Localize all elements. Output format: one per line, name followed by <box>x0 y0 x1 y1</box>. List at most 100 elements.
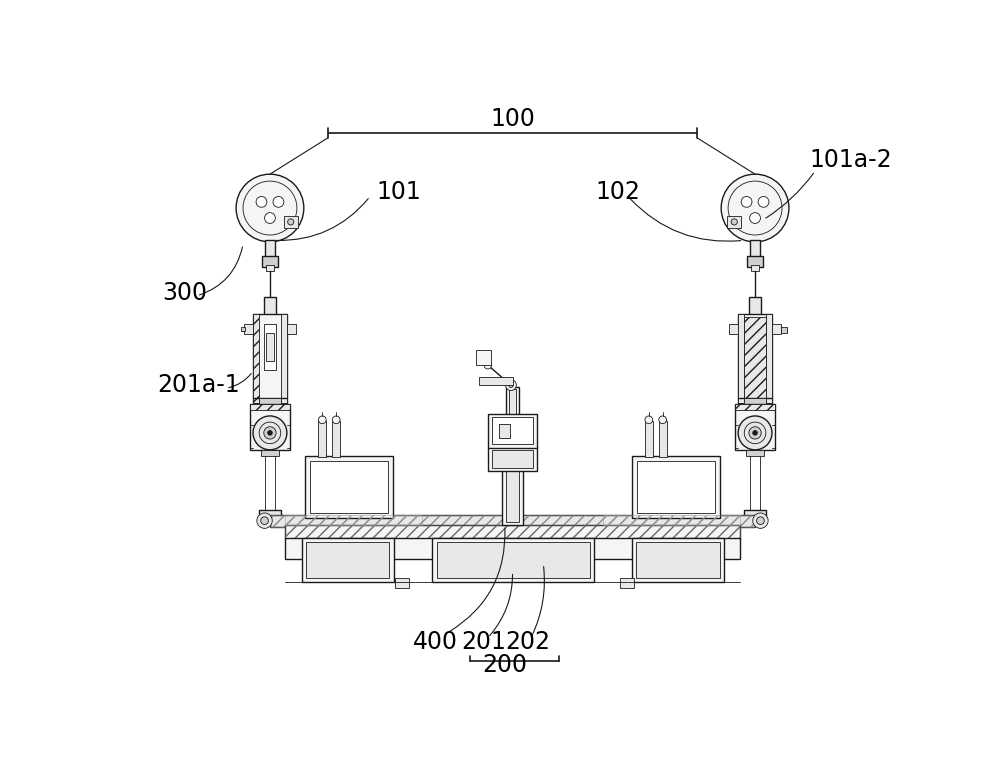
Bar <box>281 314 287 403</box>
Bar <box>488 414 537 448</box>
Bar <box>266 332 274 361</box>
Bar <box>744 510 766 517</box>
Bar <box>492 418 533 444</box>
Bar <box>746 450 764 456</box>
Circle shape <box>288 219 294 225</box>
Bar <box>270 514 755 527</box>
Circle shape <box>721 174 789 242</box>
Bar <box>637 461 715 513</box>
Circle shape <box>659 416 666 423</box>
Text: 101a-2: 101a-2 <box>810 147 892 172</box>
Text: 101: 101 <box>376 180 421 204</box>
Bar <box>772 324 781 334</box>
Bar <box>285 538 740 559</box>
Circle shape <box>265 212 275 223</box>
Bar <box>395 578 409 589</box>
Circle shape <box>253 416 287 450</box>
Bar <box>261 450 279 456</box>
Circle shape <box>332 416 340 423</box>
Bar <box>632 456 720 517</box>
Bar <box>492 450 533 468</box>
Bar <box>729 324 738 334</box>
Bar <box>727 216 741 228</box>
Text: 100: 100 <box>490 107 535 131</box>
Circle shape <box>757 517 764 524</box>
Circle shape <box>318 416 326 423</box>
Text: 400: 400 <box>413 630 458 655</box>
Bar <box>253 314 259 403</box>
Bar <box>250 404 290 450</box>
Circle shape <box>753 430 757 435</box>
Bar <box>302 538 394 583</box>
Circle shape <box>741 197 752 207</box>
Bar <box>744 398 766 405</box>
Bar <box>735 404 775 410</box>
Circle shape <box>484 361 492 369</box>
Text: 202: 202 <box>505 630 550 655</box>
Bar <box>476 350 491 365</box>
Bar <box>285 525 740 539</box>
Bar <box>285 514 422 525</box>
Bar <box>603 514 740 525</box>
Bar <box>738 314 744 403</box>
Circle shape <box>268 430 272 435</box>
Circle shape <box>256 197 267 207</box>
Bar <box>509 389 516 437</box>
Bar <box>250 404 290 410</box>
Bar <box>332 421 340 457</box>
Circle shape <box>236 174 304 242</box>
Bar <box>499 423 510 437</box>
Circle shape <box>264 426 276 439</box>
Bar <box>744 318 766 398</box>
Bar <box>259 398 281 405</box>
Bar <box>253 314 287 403</box>
Circle shape <box>257 513 272 528</box>
Bar <box>270 514 755 527</box>
Bar <box>766 314 772 403</box>
Bar <box>636 543 720 578</box>
Bar <box>502 436 523 525</box>
Circle shape <box>750 212 760 223</box>
Bar <box>506 441 519 522</box>
Bar <box>437 543 590 578</box>
Circle shape <box>509 383 513 387</box>
Circle shape <box>731 219 737 225</box>
Bar <box>632 538 724 583</box>
Bar <box>488 447 537 471</box>
Bar <box>310 461 388 513</box>
Bar <box>645 421 653 457</box>
Bar <box>750 241 760 257</box>
Bar <box>432 538 594 583</box>
Text: 200: 200 <box>482 653 527 677</box>
Bar <box>284 216 298 228</box>
Bar <box>659 421 667 457</box>
Bar <box>287 324 296 334</box>
Text: 300: 300 <box>162 281 207 305</box>
Circle shape <box>261 517 268 524</box>
Circle shape <box>758 197 769 207</box>
Bar <box>506 387 519 439</box>
Bar <box>266 265 274 271</box>
Circle shape <box>273 197 284 207</box>
Bar <box>285 525 740 539</box>
Bar <box>305 456 393 517</box>
Bar <box>262 256 278 267</box>
Bar <box>479 377 512 385</box>
Circle shape <box>506 379 516 390</box>
Bar <box>620 578 634 589</box>
Bar <box>259 510 281 517</box>
Text: 201: 201 <box>462 630 506 655</box>
Bar <box>751 265 759 271</box>
Bar <box>735 404 775 450</box>
Circle shape <box>645 416 653 423</box>
Bar <box>781 327 787 332</box>
Bar <box>738 314 772 403</box>
Bar <box>264 324 276 370</box>
Bar <box>265 241 275 257</box>
Circle shape <box>749 426 761 439</box>
Bar <box>749 297 761 316</box>
Bar <box>241 327 245 332</box>
Bar <box>318 421 326 457</box>
Bar <box>306 543 389 578</box>
Text: 102: 102 <box>596 180 641 204</box>
